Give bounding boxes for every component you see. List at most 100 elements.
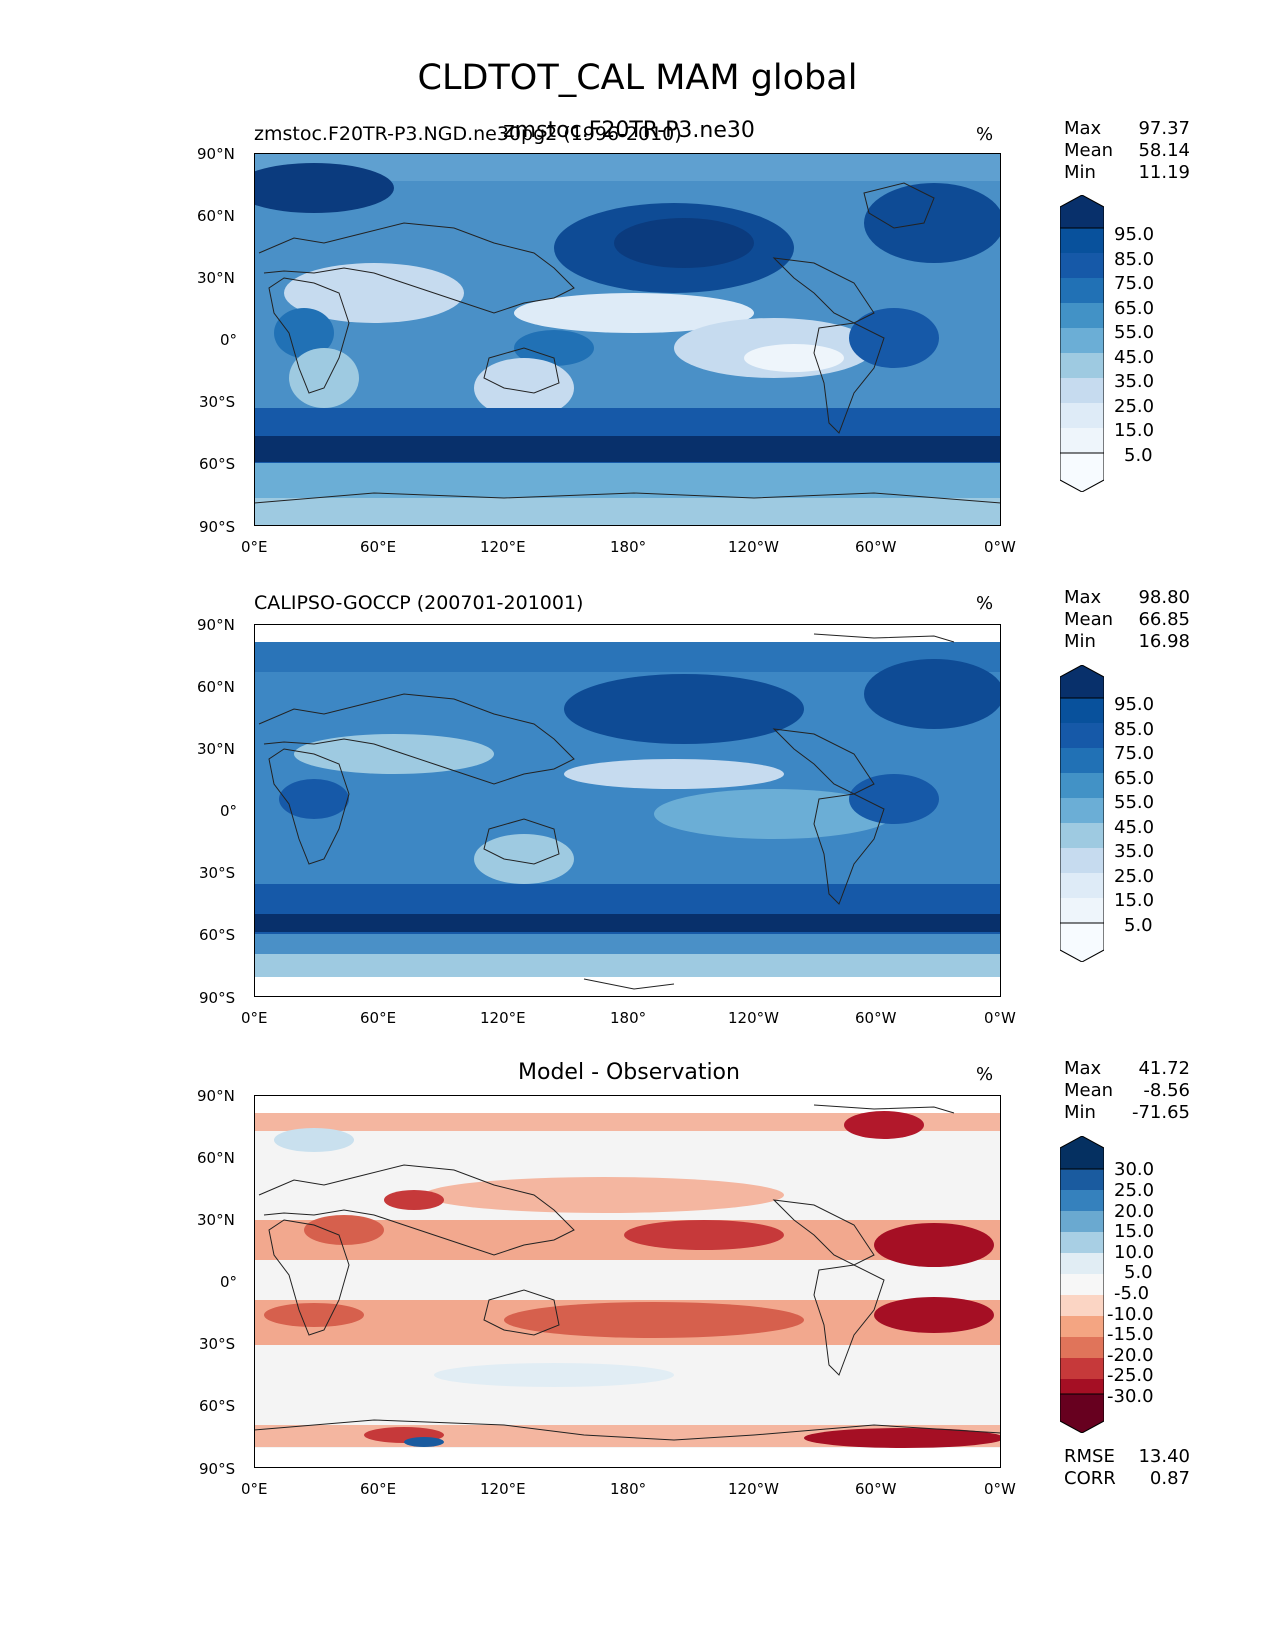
- lat-tick-eq: 0°: [220, 1273, 238, 1291]
- lat-tick-90s: 90°S: [199, 989, 236, 1007]
- panel3-stat-value-min: -71.65: [1131, 1102, 1190, 1123]
- panel1-stat-value-min: 11.19: [1138, 162, 1190, 183]
- panel3-cb-label: -20.0: [1107, 1345, 1154, 1366]
- panel2-cb-label: 45.0: [1114, 817, 1155, 838]
- panel3-stat-label-mean: Mean: [1064, 1080, 1114, 1101]
- lat-tick-30s: 30°S: [199, 864, 236, 882]
- panel1-stat-value-mean: 58.14: [1138, 140, 1190, 161]
- lat-tick-90s: 90°S: [199, 1460, 236, 1478]
- panel3-cb-label: -25.0: [1107, 1365, 1154, 1386]
- panel3-stat-value-mean: -8.56: [1143, 1080, 1190, 1101]
- panel1-cb-label: 95.0: [1114, 224, 1155, 245]
- lon-tick-60e: 60°E: [360, 1480, 397, 1498]
- panel2-stat-value-max: 98.80: [1138, 587, 1190, 608]
- panel3-cb-label: 5.0: [1124, 1262, 1153, 1283]
- panel3-unit: %: [976, 1064, 994, 1085]
- lon-tick-60e: 60°E: [360, 538, 397, 556]
- panel3-cb-label: -10.0: [1107, 1304, 1154, 1325]
- panel2-cb-label: 95.0: [1114, 694, 1155, 715]
- lon-tick-0w: 0°W: [984, 1009, 1016, 1027]
- lon-tick-180: 180°: [610, 1480, 647, 1498]
- lon-tick-0w: 0°W: [984, 1480, 1016, 1498]
- panel2-map: [254, 624, 1001, 997]
- lat-tick-60n: 60°N: [197, 1149, 235, 1167]
- lat-tick-90n: 90°N: [197, 616, 235, 634]
- panel1-left-title: zmstoc.F20TR-P3.NGD.ne30pg2 (1996-2010): [254, 123, 682, 145]
- lon-tick-60w: 60°W: [855, 1480, 897, 1498]
- lon-tick-180: 180°: [610, 538, 647, 556]
- lon-tick-60w: 60°W: [855, 1009, 897, 1027]
- lon-tick-0e: 0°E: [241, 1009, 268, 1027]
- panel1-stat-label-max: Max: [1064, 118, 1102, 139]
- panel1-cb-label: 5.0: [1124, 445, 1153, 466]
- panel1-center-title: zmstoc.F20TR-P3.ne30: [503, 118, 755, 143]
- panel2-colorbar: [1059, 664, 1105, 966]
- lat-tick-90n: 90°N: [197, 1087, 235, 1105]
- panel3-map: [254, 1095, 1001, 1468]
- panel3-colorbar: [1059, 1135, 1105, 1437]
- panel2-cb-label: 55.0: [1114, 792, 1155, 813]
- panel3-stat-value-max: 41.72: [1138, 1058, 1190, 1079]
- panel2-unit: %: [976, 593, 994, 614]
- panel1-cb-label: 35.0: [1114, 371, 1155, 392]
- lat-tick-eq: 0°: [220, 802, 238, 820]
- panel3-corr-label: CORR: [1064, 1468, 1116, 1489]
- panel3-cb-label: 25.0: [1114, 1180, 1155, 1201]
- lat-tick-60s: 60°S: [199, 1397, 236, 1415]
- panel2-cb-label: 35.0: [1114, 841, 1155, 862]
- panel2-cb-label: 85.0: [1114, 719, 1155, 740]
- panel1-cb-label: 25.0: [1114, 396, 1155, 417]
- panel2-cb-label: 25.0: [1114, 866, 1155, 887]
- panel2-cb-label: 75.0: [1114, 743, 1155, 764]
- panel3-stat-label-min: Min: [1064, 1102, 1096, 1123]
- panel3-stat-label-max: Max: [1064, 1058, 1102, 1079]
- lat-tick-30n: 30°N: [197, 740, 235, 758]
- lat-tick-30s: 30°S: [199, 1335, 236, 1353]
- panel3-corr-value: 0.87: [1149, 1468, 1190, 1489]
- panel3-cb-label: 20.0: [1114, 1201, 1155, 1222]
- panel3-cb-label: -5.0: [1114, 1283, 1150, 1304]
- lat-tick-30s: 30°S: [199, 393, 236, 411]
- figure-title: CLDTOT_CAL MAM global: [417, 58, 858, 98]
- panel1-cb-label: 55.0: [1114, 322, 1155, 343]
- lon-tick-120w: 120°W: [728, 1009, 779, 1027]
- lon-tick-120e: 120°E: [480, 1009, 526, 1027]
- panel1-stat-label-min: Min: [1064, 162, 1096, 183]
- panel2-stat-label-min: Min: [1064, 631, 1096, 652]
- lat-tick-30n: 30°N: [197, 1211, 235, 1229]
- lon-tick-0e: 0°E: [241, 538, 268, 556]
- panel3-cb-label: 10.0: [1114, 1242, 1155, 1263]
- lat-tick-60s: 60°S: [199, 455, 236, 473]
- panel2-stat-label-mean: Mean: [1064, 609, 1114, 630]
- panel1-cb-label: 75.0: [1114, 273, 1155, 294]
- panel1-unit: %: [976, 124, 994, 145]
- lat-tick-90s: 90°S: [199, 518, 236, 536]
- lon-tick-60w: 60°W: [855, 538, 897, 556]
- panel2-cb-label: 15.0: [1114, 890, 1155, 911]
- lon-tick-120w: 120°W: [728, 1480, 779, 1498]
- lon-tick-60e: 60°E: [360, 1009, 397, 1027]
- panel2-stat-label-max: Max: [1064, 587, 1102, 608]
- lat-tick-60s: 60°S: [199, 926, 236, 944]
- lat-tick-60n: 60°N: [197, 678, 235, 696]
- panel2-stat-value-min: 16.98: [1138, 631, 1190, 652]
- lon-tick-120e: 120°E: [480, 538, 526, 556]
- panel1-stat-value-max: 97.37: [1138, 118, 1190, 139]
- panel2-cb-label: 5.0: [1124, 915, 1153, 936]
- lon-tick-120w: 120°W: [728, 538, 779, 556]
- lat-tick-eq: 0°: [220, 331, 238, 349]
- lat-tick-60n: 60°N: [197, 207, 235, 225]
- lat-tick-90n: 90°N: [197, 145, 235, 163]
- panel2-cb-label: 65.0: [1114, 768, 1155, 789]
- panel1-cb-label: 65.0: [1114, 298, 1155, 319]
- panel2-left-title: CALIPSO-GOCCP (200701-201001): [254, 592, 584, 614]
- panel1-colorbar: [1059, 194, 1105, 496]
- lon-tick-0e: 0°E: [241, 1480, 268, 1498]
- panel3-cb-label: 30.0: [1114, 1159, 1155, 1180]
- panel3-cb-label: 15.0: [1114, 1221, 1155, 1242]
- panel1-cb-label: 15.0: [1114, 420, 1155, 441]
- panel3-center-title: Model - Observation: [518, 1060, 740, 1085]
- lon-tick-0w: 0°W: [984, 538, 1016, 556]
- lon-tick-180: 180°: [610, 1009, 647, 1027]
- panel1-cb-label: 85.0: [1114, 249, 1155, 270]
